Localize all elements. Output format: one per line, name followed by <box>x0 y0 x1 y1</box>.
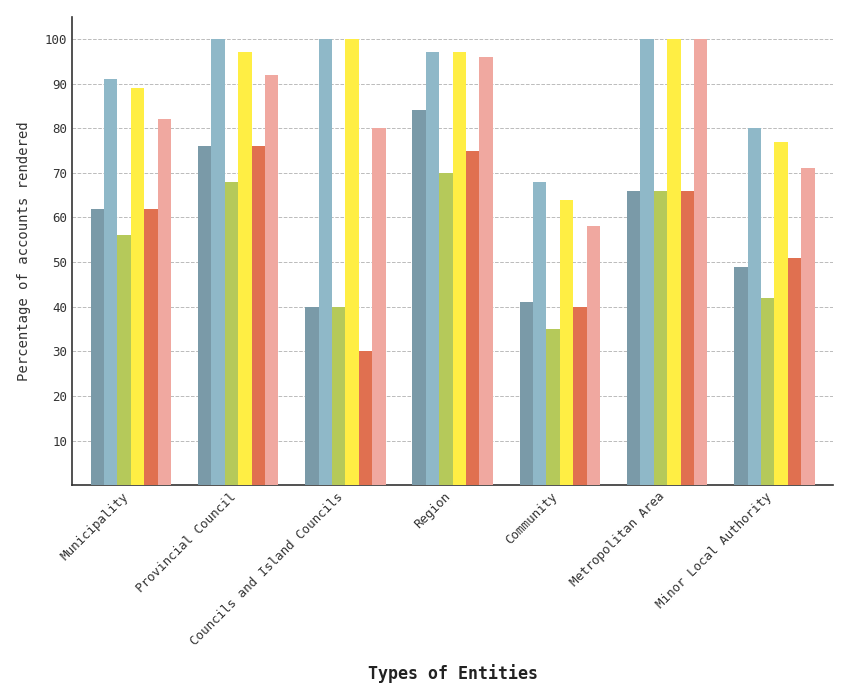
Bar <box>144 209 158 485</box>
Bar <box>547 329 560 485</box>
Bar <box>212 39 224 485</box>
Bar <box>452 52 466 485</box>
Bar <box>439 173 452 485</box>
Bar <box>761 298 774 485</box>
Bar <box>117 235 131 485</box>
Bar <box>359 351 372 485</box>
Bar <box>802 169 814 485</box>
Bar <box>104 79 117 485</box>
Bar <box>372 128 386 485</box>
Bar <box>734 267 747 485</box>
Bar <box>747 128 761 485</box>
Bar <box>586 226 600 485</box>
Bar <box>640 39 654 485</box>
Bar <box>479 57 493 485</box>
Bar <box>131 88 145 485</box>
Bar <box>198 146 212 485</box>
Bar <box>560 199 573 485</box>
Bar <box>681 190 694 485</box>
Bar <box>412 111 426 485</box>
Bar <box>466 150 479 485</box>
Bar <box>788 258 802 485</box>
Bar <box>91 209 104 485</box>
Bar <box>252 146 265 485</box>
Bar <box>224 182 238 485</box>
Bar <box>654 190 667 485</box>
Bar <box>345 39 359 485</box>
Bar <box>158 119 171 485</box>
Bar <box>332 307 345 485</box>
Bar <box>533 182 547 485</box>
X-axis label: Types of Entities: Types of Entities <box>367 664 537 683</box>
Bar <box>667 39 681 485</box>
Bar <box>694 39 707 485</box>
Bar <box>774 141 788 485</box>
Bar <box>265 75 278 485</box>
Bar <box>426 52 439 485</box>
Bar <box>319 39 332 485</box>
Bar <box>573 307 586 485</box>
Y-axis label: Percentage of accounts rendered: Percentage of accounts rendered <box>17 121 31 381</box>
Bar <box>627 190 640 485</box>
Bar <box>305 307 319 485</box>
Bar <box>519 302 533 485</box>
Bar <box>238 52 252 485</box>
